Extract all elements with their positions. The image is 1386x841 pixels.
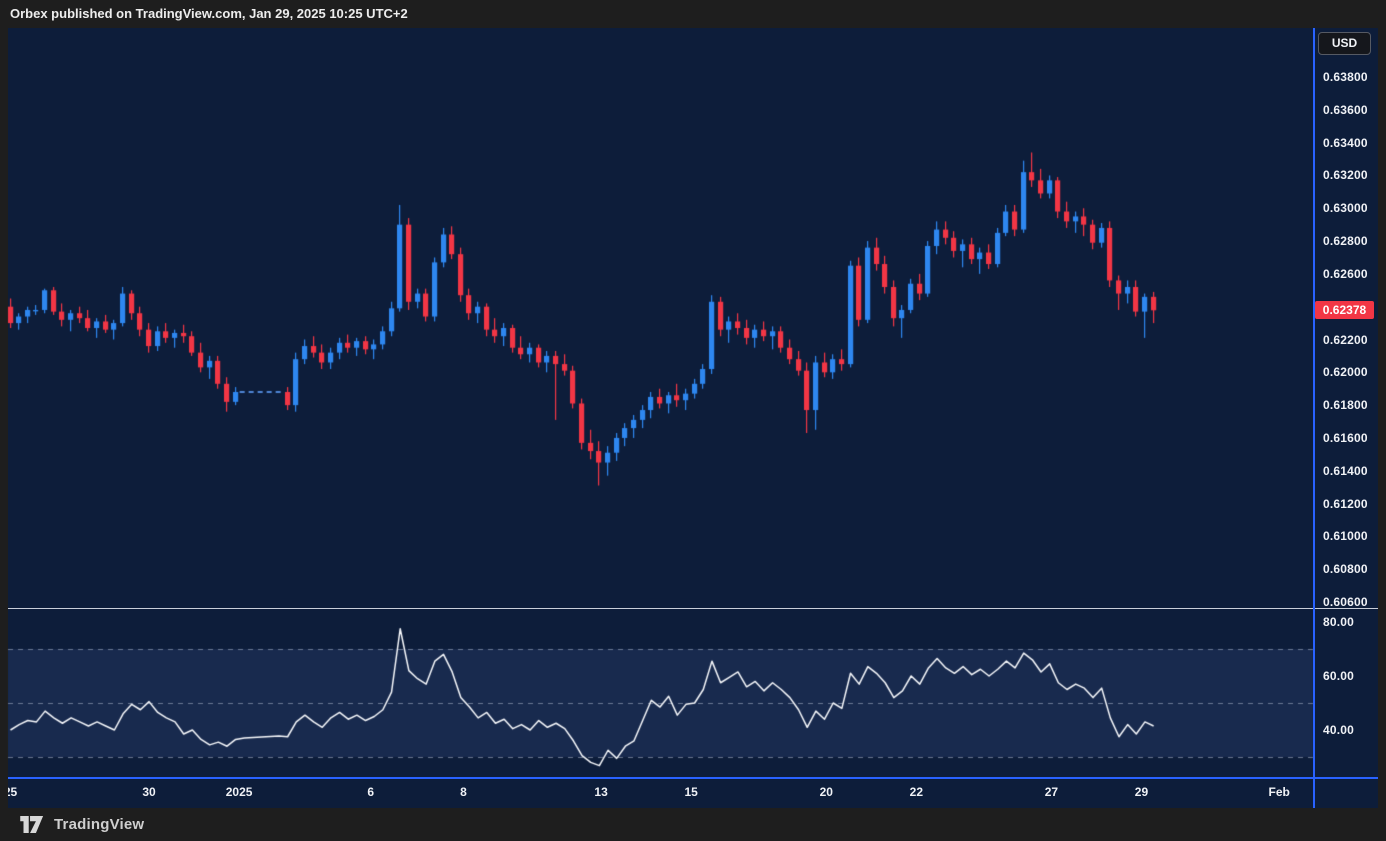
time-tick-label: 25: [8, 785, 18, 799]
time-tick-label: 13: [594, 785, 608, 799]
oscillator-tick-label: 40.00: [1323, 723, 1355, 737]
price-tick-label: 0.61200: [1323, 496, 1368, 511]
oscillator-tick-label: 80.00: [1323, 615, 1355, 629]
price-tick-label: 0.63200: [1323, 168, 1368, 183]
price-tick-label: 0.60600: [1323, 595, 1368, 609]
time-tick-label: 30: [142, 785, 156, 799]
price-tick-label: 0.60800: [1323, 562, 1368, 577]
footer-bar: TradingView: [0, 808, 1386, 841]
price-tick-label: 0.63600: [1323, 102, 1368, 117]
time-tick-label: Feb: [1268, 785, 1290, 799]
time-tick-label: 8: [460, 785, 467, 799]
time-tick-label: 15: [684, 785, 698, 799]
price-tick-label: 0.62600: [1323, 266, 1368, 281]
price-tick-label: 0.61000: [1323, 529, 1368, 544]
time-tick-label: 29: [1134, 785, 1149, 799]
time-tick-label: 27: [1044, 785, 1059, 799]
price-tick-label: 0.63800: [1323, 70, 1368, 84]
price-axis-separator: [1313, 28, 1315, 808]
time-axis[interactable]: 25 30 2025 6 8 13 15 20 22 27 29 Feb: [8, 780, 1313, 806]
oscillator-tick-label: 60.00: [1323, 669, 1355, 683]
last-price-badge: 0.62378: [1315, 301, 1374, 320]
price-tick-label: 0.62000: [1323, 365, 1368, 380]
time-tick-label: 20: [819, 785, 833, 799]
price-tick-label: 0.61800: [1323, 398, 1368, 413]
price-tick-label: 0.62200: [1323, 332, 1368, 347]
price-tick-label: 0.63400: [1323, 135, 1368, 150]
currency-button[interactable]: USD: [1318, 32, 1371, 55]
time-tick-label: 6: [367, 785, 375, 799]
tradingview-logo-icon[interactable]: [18, 816, 46, 833]
price-tick-label: 0.61600: [1323, 430, 1368, 445]
tradingview-brand-text[interactable]: TradingView: [54, 816, 145, 833]
price-tick-label: 0.61400: [1323, 463, 1368, 478]
time-axis-separator: [8, 777, 1378, 779]
time-tick-label: 22: [909, 785, 923, 799]
price-tick-label: 0.63000: [1323, 201, 1368, 216]
price-tick-label: 0.62800: [1323, 234, 1368, 249]
pane-separator[interactable]: [8, 608, 1378, 609]
time-tick-label: 2025: [225, 785, 253, 799]
